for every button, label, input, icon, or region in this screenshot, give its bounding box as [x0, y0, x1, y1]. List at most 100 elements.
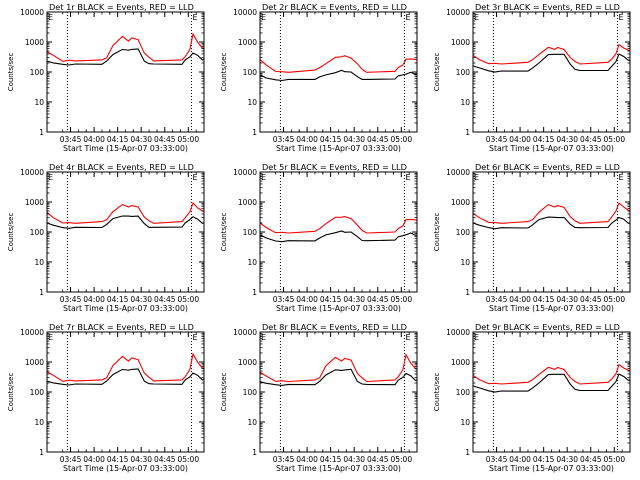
- detector-panel: Det 7r BLACK = Events, RED = LLD 1 10 100 10…: [7, 322, 205, 473]
- y-tick-label: 1000: [25, 198, 44, 207]
- x-tick-label: 04:45: [367, 135, 389, 144]
- x-tick-label: 04:30: [556, 295, 578, 304]
- x-tick-label: 04:15: [533, 295, 555, 304]
- x-axis-label: Start Time (15-Apr-07 03:33:00): [489, 464, 614, 473]
- corner-marker-right: E: [618, 333, 623, 342]
- detector-panel: Det 9r BLACK = Events, RED = LLD 1 10 100 10…: [433, 322, 631, 473]
- x-axis-label: Start Time (15-Apr-07 03:33:00): [63, 144, 188, 153]
- x-tick-label: 03:45: [273, 135, 295, 144]
- y-tick-label: 10000: [20, 328, 44, 337]
- y-tick-label: 10: [460, 418, 470, 427]
- x-tick-label: 03:45: [486, 455, 508, 464]
- x-tick-label: 04:45: [580, 455, 602, 464]
- x-axis-label: Start Time (15-Apr-07 03:33:00): [63, 304, 188, 313]
- events-rate-line: [46, 48, 205, 66]
- x-tick-label: 05:00: [177, 295, 199, 304]
- detector-panel: Det 6r BLACK = Events, RED = LLD 1 10 100 10…: [433, 162, 631, 313]
- x-tick-label: 04:00: [296, 455, 318, 464]
- x-axis-label: Start Time (15-Apr-07 03:33:00): [276, 144, 401, 153]
- x-tick-label: 04:45: [154, 295, 176, 304]
- y-tick-label: 1000: [238, 198, 257, 207]
- y-tick-label: 1000: [25, 358, 44, 367]
- lld-rate-line: [472, 202, 631, 224]
- panel-title: Det 8r BLACK = Events, RED = LLD: [262, 322, 407, 332]
- lld-rate-line: [259, 216, 418, 234]
- x-tick-label: 04:30: [130, 295, 152, 304]
- x-tick-label: 03:45: [273, 455, 295, 464]
- x-axis-label: Start Time (15-Apr-07 03:33:00): [276, 304, 401, 313]
- x-tick-label: 05:00: [177, 455, 199, 464]
- x-tick-label: 04:45: [367, 295, 389, 304]
- y-tick-label: 10000: [233, 328, 257, 337]
- x-tick-label: 03:45: [486, 135, 508, 144]
- panel-title: Det 6r BLACK = Events, RED = LLD: [475, 162, 620, 172]
- panel-title: Det 7r BLACK = Events, RED = LLD: [49, 322, 194, 332]
- y-tick-label: 100: [30, 68, 45, 77]
- detector-panel: Det 1r BLACK = Events, RED = LLD 1 10 100 10…: [7, 2, 205, 153]
- x-tick-label: 04:15: [533, 135, 555, 144]
- panel-title: Det 1r BLACK = Events, RED = LLD: [49, 2, 194, 12]
- y-tick-label: 10000: [20, 168, 44, 177]
- corner-marker-left: E: [474, 13, 479, 22]
- corner-marker-right: E: [192, 173, 197, 182]
- corner-marker-left: E: [261, 13, 266, 22]
- x-tick-label: 04:30: [343, 455, 365, 464]
- x-tick-label: 04:30: [130, 455, 152, 464]
- y-axis-label: Counts/sec: [7, 213, 15, 252]
- lld-rate-line: [259, 353, 418, 383]
- y-axis-label: Counts/sec: [220, 373, 228, 412]
- panel-title: Det 4r BLACK = Events, RED = LLD: [49, 162, 194, 172]
- x-tick-label: 04:00: [509, 455, 531, 464]
- y-tick-label: 10000: [233, 168, 257, 177]
- lld-rate-line: [46, 32, 205, 62]
- y-axis-label: Counts/sec: [7, 373, 15, 412]
- plot-frame: [259, 331, 418, 453]
- x-axis-label: Start Time (15-Apr-07 03:33:00): [489, 304, 614, 313]
- x-tick-label: 04:00: [83, 295, 105, 304]
- events-rate-line: [259, 368, 418, 386]
- y-axis-label: Counts/sec: [220, 53, 228, 92]
- x-tick-label: 04:15: [320, 135, 342, 144]
- corner-marker-left: E: [261, 173, 266, 182]
- x-tick-label: 04:15: [320, 295, 342, 304]
- corner-marker-right: E: [405, 173, 410, 182]
- events-rate-line: [472, 216, 631, 230]
- y-tick-label: 100: [243, 228, 258, 237]
- plot-frame: [46, 331, 205, 453]
- y-tick-label: 100: [243, 68, 258, 77]
- x-tick-label: 04:00: [509, 135, 531, 144]
- y-tick-label: 100: [243, 388, 258, 397]
- corner-marker-left: E: [48, 333, 53, 342]
- x-tick-label: 04:30: [130, 135, 152, 144]
- y-tick-label: 1: [252, 288, 257, 297]
- y-tick-label: 10: [247, 418, 257, 427]
- x-axis-label: Start Time (15-Apr-07 03:33:00): [489, 144, 614, 153]
- panel-title: Det 9r BLACK = Events, RED = LLD: [475, 322, 620, 332]
- detector-panel: Det 5r BLACK = Events, RED = LLD 1 10 100 10…: [220, 162, 418, 313]
- y-tick-label: 10: [460, 258, 470, 267]
- corner-marker-left: E: [48, 13, 53, 22]
- plot-frame: [46, 11, 205, 133]
- x-tick-label: 04:45: [580, 295, 602, 304]
- events-rate-line: [259, 230, 418, 243]
- detector-panel: Det 8r BLACK = Events, RED = LLD 1 10 100 10…: [220, 322, 418, 473]
- y-axis-label: Counts/sec: [7, 53, 15, 92]
- y-tick-label: 100: [30, 388, 45, 397]
- x-tick-label: 05:00: [603, 295, 625, 304]
- x-tick-label: 04:00: [83, 135, 105, 144]
- events-rate-line: [46, 368, 205, 386]
- y-tick-label: 1000: [451, 198, 470, 207]
- x-tick-label: 04:00: [296, 295, 318, 304]
- y-tick-label: 10: [247, 258, 257, 267]
- x-tick-label: 04:30: [343, 135, 365, 144]
- y-tick-label: 10000: [446, 328, 470, 337]
- x-tick-label: 03:45: [486, 295, 508, 304]
- x-axis-label: Start Time (15-Apr-07 03:33:00): [63, 464, 188, 473]
- detector-panel: Det 3r BLACK = Events, RED = LLD 1 10 100 10…: [433, 2, 631, 153]
- lld-rate-line: [472, 363, 631, 385]
- y-tick-label: 10: [247, 98, 257, 107]
- events-rate-line: [259, 69, 418, 82]
- y-tick-label: 10000: [446, 8, 470, 17]
- y-tick-label: 1000: [238, 358, 257, 367]
